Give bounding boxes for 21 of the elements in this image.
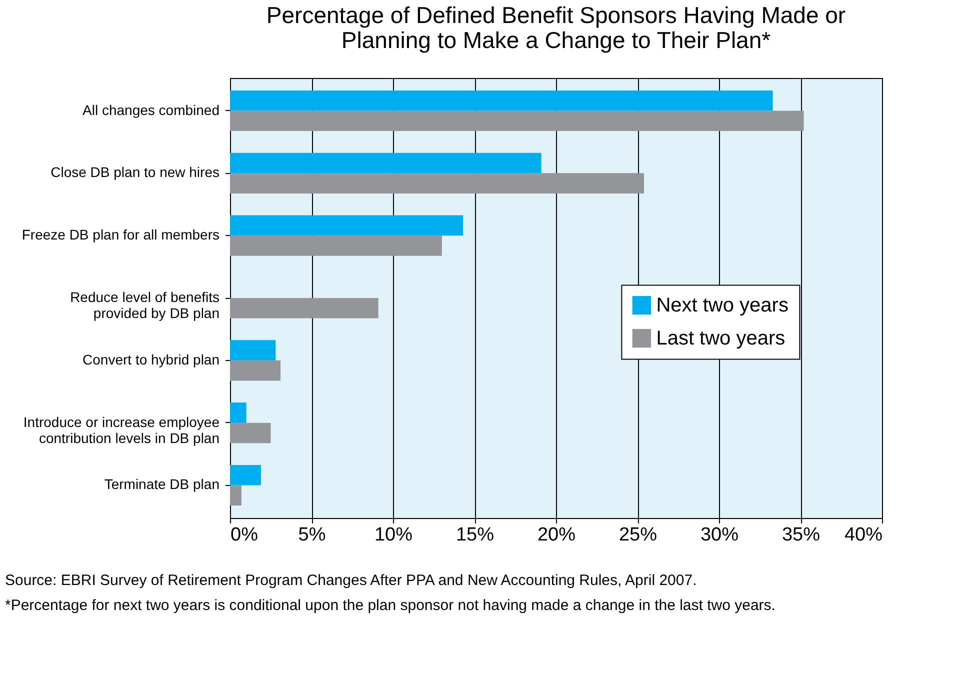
x-tick-label: 20% xyxy=(537,524,576,546)
y-tick-label: Introduce or increase employee contribution levels in DB plan xyxy=(23,414,220,446)
x-tick-label: 5% xyxy=(298,524,326,546)
y-tick-label: Terminate DB plan xyxy=(104,476,220,492)
y-tick-label: Close DB plan to new hires xyxy=(50,164,220,180)
x-tick-label: 0% xyxy=(230,524,258,546)
y-tick-label: Convert to hybrid plan xyxy=(82,351,220,368)
x-tick-label: 40% xyxy=(844,524,883,546)
y-tick-label: All changes combined xyxy=(82,102,220,118)
x-tick-label: 25% xyxy=(618,524,658,546)
source-note: Source: EBRI Survey of Retirement Program Changes After PPA and New Accounting Rules, April 2007. xyxy=(5,572,697,589)
legend-label: Last two years xyxy=(656,327,786,350)
x-tick-label: 15% xyxy=(456,524,494,546)
text: *Percentage for next two years is conditional upon the plan sponsor not having made a change in the last two years. xyxy=(5,597,776,614)
x-tick-label: 35% xyxy=(782,524,820,546)
legend-label: Next two years xyxy=(656,294,788,316)
x-tick-label: 30% xyxy=(700,524,739,546)
chart-title: Percentage of Defined Benefit Sponsors Having Made or Planning to Make a Change to Their Plan* xyxy=(266,2,846,53)
y-tick-label: Reduce level of benefits provided by DB plan xyxy=(70,289,220,321)
y-tick-label: Freeze DB plan for all members xyxy=(22,226,220,243)
x-tick-label: 10% xyxy=(374,524,413,546)
